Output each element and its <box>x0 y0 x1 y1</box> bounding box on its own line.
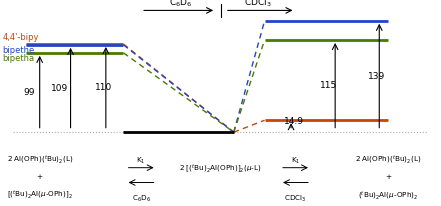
Text: K$_1$: K$_1$ <box>291 155 300 166</box>
Text: C$_6$D$_6$: C$_6$D$_6$ <box>169 0 193 9</box>
Text: 115: 115 <box>320 81 337 90</box>
Text: ($^t$Bu)$_2$Al($\mu$-OPh)$_2$: ($^t$Bu)$_2$Al($\mu$-OPh)$_2$ <box>358 189 418 201</box>
Text: 14.9: 14.9 <box>284 117 304 126</box>
Text: 110: 110 <box>95 83 112 92</box>
Text: 2 [($^t$Bu)$_2$Al(OPh)]$_2$($\mu$-L): 2 [($^t$Bu)$_2$Al(OPh)]$_2$($\mu$-L) <box>179 163 262 175</box>
Text: 4,4'-bipy: 4,4'-bipy <box>2 33 39 42</box>
Text: [($^t$Bu)$_2$Al($\mu$-OPh)]$_2$: [($^t$Bu)$_2$Al($\mu$-OPh)]$_2$ <box>7 189 73 201</box>
Text: +: + <box>385 174 391 180</box>
Text: CDCl$_3$: CDCl$_3$ <box>244 0 272 9</box>
Text: bipetha: bipetha <box>2 54 34 63</box>
Text: CDCl$_3$: CDCl$_3$ <box>284 194 307 204</box>
Text: C$_6$D$_6$: C$_6$D$_6$ <box>131 194 151 204</box>
Text: +: + <box>37 174 43 180</box>
Text: 2 Al(OPh)($^t$Bu)$_2$(L): 2 Al(OPh)($^t$Bu)$_2$(L) <box>7 153 73 165</box>
Text: 99: 99 <box>23 88 34 97</box>
Text: K$_1$: K$_1$ <box>136 155 146 166</box>
Text: 139: 139 <box>368 72 385 81</box>
Text: bipethe: bipethe <box>2 46 34 55</box>
Text: 109: 109 <box>51 84 68 93</box>
Text: 2 Al(OPh)($^t$Bu)$_2$(L): 2 Al(OPh)($^t$Bu)$_2$(L) <box>355 153 421 165</box>
